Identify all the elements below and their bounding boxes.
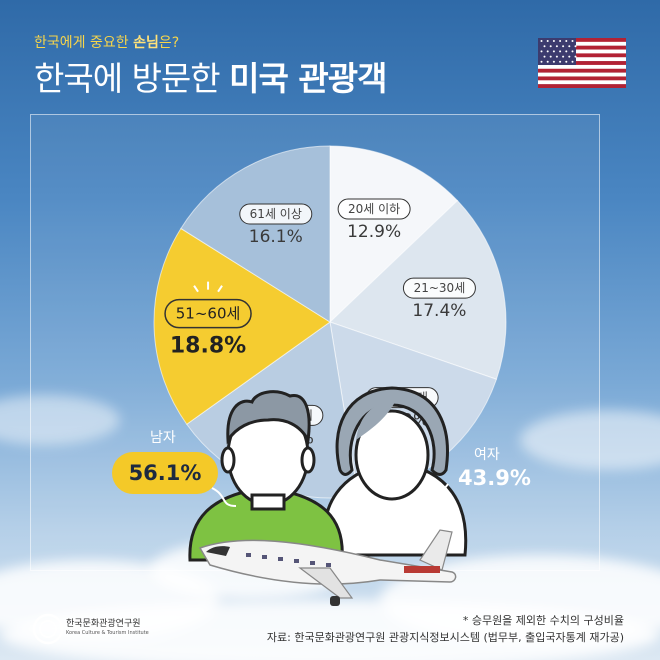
value-label: 12.9% [347, 222, 401, 242]
category-pill [239, 203, 313, 225]
institute-name-en: Korea Culture & Tourism Institute [66, 630, 149, 636]
us-flag-icon [538, 38, 626, 88]
pie-slice [180, 145, 331, 323]
title-bold: 미국 관광객 [229, 59, 387, 98]
footnote: * 승무원을 제외한 수치의 구성비율 [462, 614, 624, 627]
cloud [0, 395, 120, 445]
category-label: 20세 이하 [348, 202, 400, 216]
sparkle-ray [217, 285, 223, 293]
value-label: 17.4% [412, 301, 466, 321]
institute-name: 한국문화관광연구원 [66, 619, 141, 629]
male-label: 남자 [150, 430, 176, 446]
value-label: 18.8% [170, 334, 246, 359]
institute-logo-icon [32, 613, 64, 645]
category-pill [337, 198, 411, 220]
female-percentage: 43.9% [458, 466, 531, 490]
category-label: 51~60세 [176, 305, 241, 323]
eyebrow-suffix: 은? [158, 35, 180, 51]
category-pill [164, 298, 252, 329]
male-figure-icon [188, 390, 344, 562]
cloud [0, 600, 660, 660]
eyebrow-prefix: 한국에게 중요한 [34, 35, 134, 51]
cloud [520, 410, 660, 470]
male-percentage-badge: 56.1% [112, 452, 218, 494]
category-pill [402, 277, 476, 299]
category-label: 21~30세 [414, 281, 466, 295]
eyebrow-bold: 손님 [133, 35, 159, 51]
male-connector-line [211, 487, 237, 507]
pie-slice [329, 145, 459, 324]
eyebrow-question: 한국에게 중요한 손님은? [34, 32, 179, 52]
category-label: 61세 이상 [250, 207, 302, 221]
source-citation: 자료: 한국문화관광연구원 관광지식정보시스템 (법무부, 출입국자통계 재가공… [266, 631, 624, 644]
female-label: 여자 [474, 447, 500, 463]
female-figure-icon [322, 386, 468, 557]
value-label: 16.1% [249, 227, 303, 247]
female-connector-line [423, 483, 449, 524]
page-title: 한국에 방문한 미국 관광객 [34, 52, 387, 100]
airplane-icon [198, 529, 457, 606]
title-prefix: 한국에 방문한 [34, 59, 230, 98]
sparkle-ray [193, 285, 199, 293]
